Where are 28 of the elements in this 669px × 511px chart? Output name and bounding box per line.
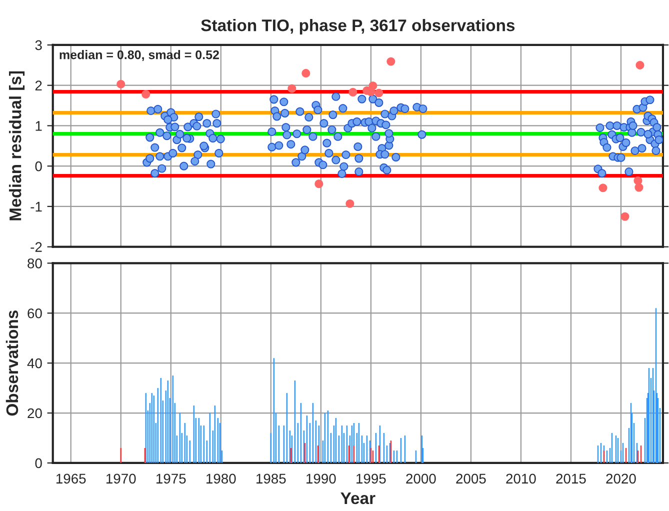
x-tick-label: 1970 — [106, 474, 136, 484]
x-tick-label: 2010 — [506, 474, 536, 484]
x-tick-label: 1975 — [156, 474, 186, 484]
x-tick-label: 2015 — [556, 474, 586, 484]
y-axis-title: Median residual [s] — [8, 71, 25, 220]
x-tick-label: 1980 — [206, 474, 236, 484]
x-tick-label: 2005 — [456, 474, 486, 484]
x-tick-label: 1995 — [356, 474, 386, 484]
y-tick-label: 2 — [35, 80, 42, 90]
x-tick-label: 1965 — [56, 474, 86, 484]
y-tick-label: -2 — [30, 242, 42, 252]
y-tick-label: 1 — [36, 121, 42, 131]
x-tick-label: 1985 — [256, 474, 286, 484]
y-tick-label: 0 — [35, 161, 42, 172]
y-tick-label: -1 — [30, 202, 42, 212]
y-axis-title: Observations — [6, 310, 18, 416]
y-tick-label: 20 — [28, 408, 42, 418]
y-tick-label: 40 — [27, 358, 42, 368]
chart-title: Station TIO, phase P, 3617 observations — [201, 19, 515, 35]
y-tick-label: 80 — [28, 258, 42, 268]
y-tick-label: 3 — [35, 40, 42, 50]
x-tick-label: 1990 — [306, 474, 336, 484]
x-axis-title: Year — [340, 492, 376, 504]
y-tick-label: 60 — [28, 308, 42, 318]
annotation: median = 0.80, smad = 0.52 — [60, 50, 219, 62]
x-tick-label: 2000 — [406, 474, 436, 484]
x-tick-label: 2020 — [606, 474, 636, 484]
y-tick-label: 0 — [35, 458, 42, 468]
